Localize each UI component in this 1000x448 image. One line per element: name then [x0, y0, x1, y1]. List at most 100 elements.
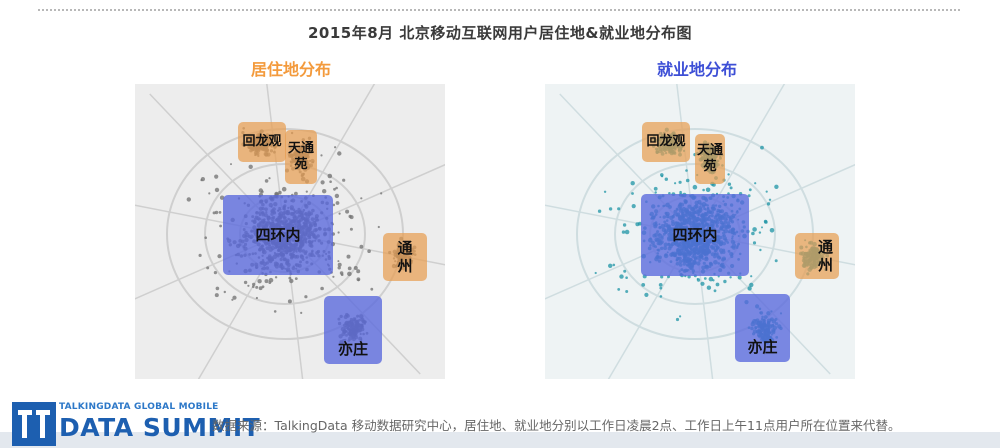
density-dot: [723, 279, 727, 284]
density-dot: [214, 293, 219, 298]
density-dot: [214, 174, 219, 179]
density-dot: [737, 275, 742, 280]
region-huilongguan: 回龙观: [238, 122, 286, 162]
density-dot: [334, 146, 337, 149]
density-dot: [729, 186, 733, 190]
density-dot: [768, 198, 772, 201]
work-map: 回龙观 天通苑 四环内 通州 亦庄: [545, 84, 855, 379]
density-dot: [305, 190, 308, 193]
density-dot: [617, 207, 621, 211]
density-dot: [345, 209, 350, 214]
density-dot: [702, 188, 705, 192]
density-dot: [641, 283, 646, 287]
density-dot: [333, 187, 336, 191]
density-dot: [349, 227, 353, 231]
radial-road: [299, 84, 376, 212]
density-dot: [320, 154, 323, 157]
density-dot: [703, 277, 707, 280]
density-dot: [247, 284, 250, 287]
density-dot: [204, 236, 207, 239]
density-dot: [774, 259, 778, 263]
density-dot: [337, 262, 342, 267]
top-divider: [38, 9, 960, 11]
logo-mark-icon: [12, 402, 56, 446]
density-dot: [213, 271, 217, 275]
density-dot: [370, 287, 374, 291]
density-dot: [289, 278, 294, 284]
data-source-note: 数据来源：TalkingData 移动数据研究中心，居住地、就业地分别以工作日凌…: [212, 418, 901, 433]
density-dot: [304, 295, 308, 299]
region-tiantongyuan: 天通苑: [285, 130, 317, 184]
density-dot: [679, 190, 682, 194]
residence-map: 回龙观 天通苑 四环内 通州 亦庄: [135, 84, 445, 379]
density-dot: [337, 260, 340, 263]
density-dot: [661, 175, 664, 178]
density-dot: [208, 192, 211, 195]
density-dot: [752, 241, 757, 245]
density-dot: [338, 212, 341, 215]
density-dot: [349, 215, 354, 220]
density-dot: [353, 266, 358, 270]
radial-road: [149, 93, 266, 216]
density-dot: [200, 179, 203, 182]
density-dot: [727, 173, 730, 176]
density-dot: [624, 229, 630, 235]
density-dot: [357, 278, 360, 282]
density-dot: [334, 193, 340, 199]
density-dot: [664, 177, 668, 181]
residence-map-title: 居住地分布: [250, 60, 331, 79]
density-dot: [764, 220, 768, 224]
density-dot: [320, 180, 325, 185]
density-dot: [708, 276, 714, 282]
density-dot: [617, 288, 621, 291]
density-dot: [594, 271, 597, 275]
density-dot: [668, 192, 671, 195]
density-dot: [232, 295, 237, 300]
density-dot: [623, 269, 627, 273]
density-dot: [281, 186, 287, 192]
density-dot: [612, 263, 616, 267]
density-dot: [198, 253, 202, 257]
density-dot: [667, 275, 670, 279]
logo-name: DATA SUMMIT: [59, 413, 261, 442]
density-dot: [660, 275, 664, 279]
density-dot: [769, 228, 775, 233]
radial-road: [709, 84, 786, 212]
radial-road: [311, 163, 445, 224]
density-dot: [346, 254, 351, 259]
density-dot: [360, 197, 363, 200]
density-dot: [261, 190, 264, 193]
density-dot: [750, 275, 753, 278]
density-dot: [706, 285, 712, 290]
density-dot: [754, 182, 757, 185]
density-dot: [230, 163, 232, 166]
density-dot: [751, 231, 755, 236]
density-dot: [268, 277, 274, 283]
density-dot: [653, 186, 658, 191]
density-dot: [255, 285, 259, 289]
region-sihuannei: 四环内: [223, 195, 333, 275]
region-label: 四环内: [255, 226, 301, 244]
density-dot: [621, 230, 626, 234]
density-dot: [631, 192, 634, 195]
density-dot: [337, 231, 340, 234]
density-dot: [278, 190, 282, 195]
region-tongzhou: 通州: [383, 233, 427, 281]
density-dot: [273, 310, 277, 313]
density-dot: [692, 184, 698, 190]
density-dot: [231, 298, 234, 301]
region-label: 四环内: [672, 226, 718, 244]
density-dot: [603, 190, 607, 193]
density-dot: [749, 282, 754, 288]
density-dot: [255, 296, 258, 300]
density-dot: [214, 210, 219, 215]
density-dot: [675, 317, 680, 322]
density-dot: [659, 286, 663, 290]
density-dot: [367, 249, 371, 253]
radial-road: [287, 259, 304, 379]
density-dot: [752, 227, 757, 232]
density-dot: [243, 280, 248, 285]
region-label: 天通苑: [696, 143, 723, 174]
density-dot: [359, 244, 364, 249]
density-dot: [644, 292, 649, 297]
